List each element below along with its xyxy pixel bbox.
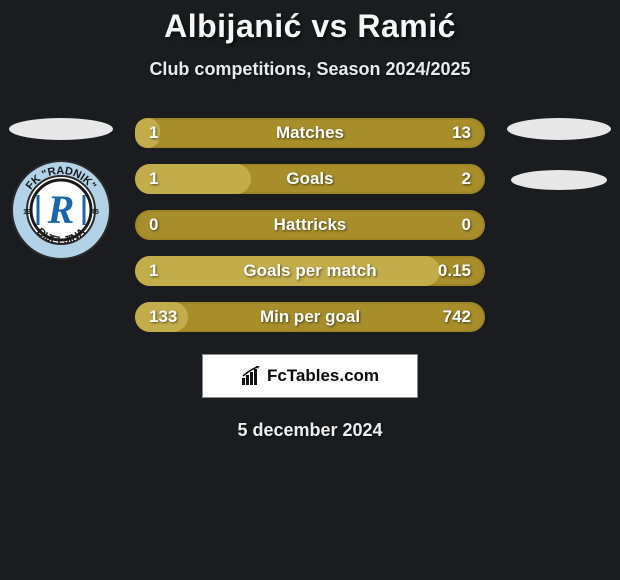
right-player-photo-placeholder xyxy=(507,118,611,140)
right-player-col xyxy=(504,118,614,190)
stat-bars: 1 Matches 13 1 Goals 2 0 Hattricks 0 1 Goals per m… xyxy=(135,118,485,332)
stat-left-value: 0 xyxy=(149,215,158,235)
stat-right-value: 0 xyxy=(462,215,471,235)
subtitle: Club competitions, Season 2024/2025 xyxy=(0,59,620,80)
stat-left-value: 1 xyxy=(149,169,158,189)
fctables-logo: FcTables.com xyxy=(241,366,379,386)
comparison-card: Albijanić vs Ramić Club competitions, Se… xyxy=(0,0,620,580)
stat-left-value: 1 xyxy=(149,261,158,281)
source-brand-text: FcTables.com xyxy=(267,366,379,386)
stat-right-value: 13 xyxy=(452,123,471,143)
stat-left-value: 133 xyxy=(149,307,177,327)
stat-right-value: 0.15 xyxy=(438,261,471,281)
chart-icon xyxy=(241,366,263,386)
stat-bar: 1 Goals per match 0.15 xyxy=(135,256,485,286)
stat-bar: 1 Matches 13 xyxy=(135,118,485,148)
comparison-date: 5 december 2024 xyxy=(0,420,620,441)
stat-label: Matches xyxy=(276,123,344,143)
badge-letter: R xyxy=(47,187,75,232)
source-box[interactable]: FcTables.com xyxy=(202,354,418,398)
stat-label: Min per goal xyxy=(260,307,360,327)
left-club-badge: FK "RADNIK" BIJELJINA 19 45 R xyxy=(11,160,111,260)
stat-label: Hattricks xyxy=(274,215,347,235)
stat-label: Goals per match xyxy=(243,261,376,281)
stat-right-value: 2 xyxy=(462,169,471,189)
page-title: Albijanić vs Ramić xyxy=(0,8,620,45)
stat-bar: 0 Hattricks 0 xyxy=(135,210,485,240)
stat-label: Goals xyxy=(286,169,333,189)
stat-bar: 133 Min per goal 742 xyxy=(135,302,485,332)
stats-area: FK "RADNIK" BIJELJINA 19 45 R 1 Matches 13… xyxy=(0,118,620,332)
stat-bar: 1 Goals 2 xyxy=(135,164,485,194)
right-club-badge-placeholder xyxy=(511,170,607,190)
stat-left-value: 1 xyxy=(149,123,158,143)
left-player-photo-placeholder xyxy=(9,118,113,140)
stat-right-value: 742 xyxy=(443,307,471,327)
left-player-col: FK "RADNIK" BIJELJINA 19 45 R xyxy=(6,118,116,260)
